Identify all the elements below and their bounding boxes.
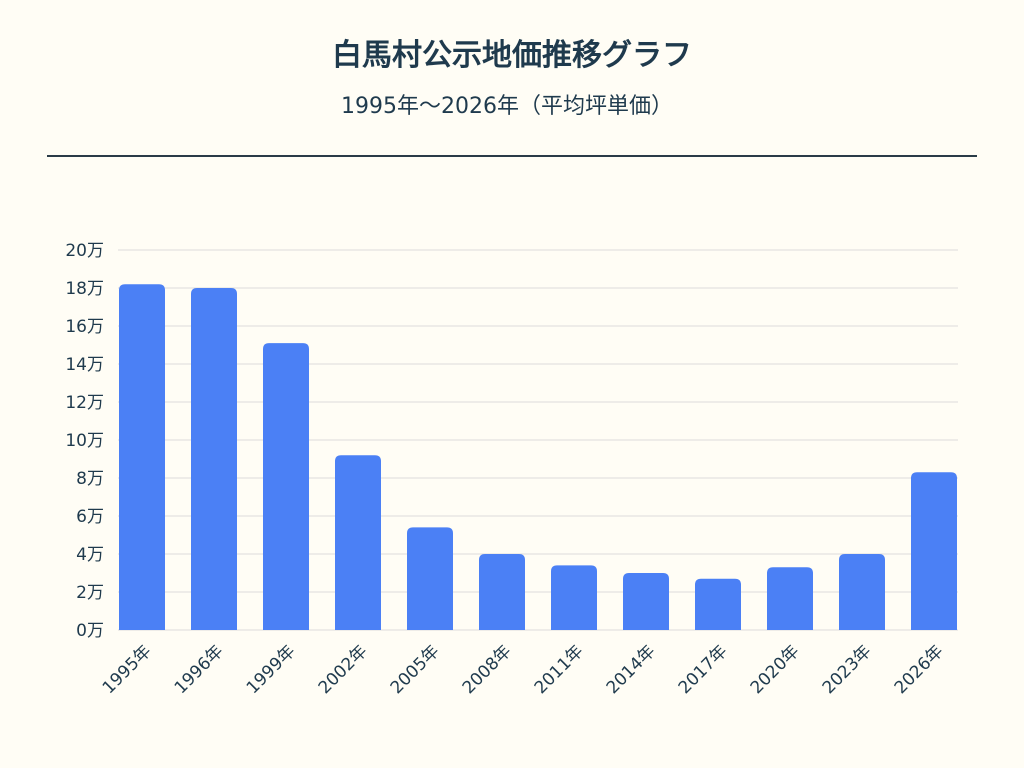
x-tick-label: 2017年 <box>675 641 732 698</box>
x-tick-label: 2014年 <box>603 641 660 698</box>
bar-2026年 <box>911 472 957 630</box>
x-tick-label: 2026年 <box>891 641 948 698</box>
y-tick-label: 20万 <box>65 241 104 261</box>
x-tick-label: 1999年 <box>243 641 300 698</box>
y-tick-label: 6万 <box>76 507 104 527</box>
bar-2002年 <box>335 455 381 630</box>
y-tick-label: 2万 <box>76 583 104 603</box>
y-tick-label: 12万 <box>65 393 104 413</box>
x-tick-label: 1996年 <box>171 641 228 698</box>
chart-title: 白馬村公示地価推移グラフ <box>332 38 692 73</box>
title-divider <box>47 155 977 157</box>
x-tick-label: 2020年 <box>747 641 804 698</box>
bar-2023年 <box>839 554 885 630</box>
x-tick-label: 2011年 <box>531 641 588 698</box>
x-tick-label: 2002年 <box>315 641 372 698</box>
bar-2008年 <box>479 554 525 630</box>
y-tick-label: 14万 <box>65 355 104 375</box>
x-tick-label: 2005年 <box>387 641 444 698</box>
x-tick-label: 1995年 <box>99 641 156 698</box>
bar-2011年 <box>551 565 597 630</box>
chart-subtitle: 1995年〜2026年（平均坪単価） <box>341 94 673 119</box>
bar-1995年 <box>119 284 165 630</box>
y-tick-label: 0万 <box>76 621 104 641</box>
y-tick-label: 4万 <box>76 545 104 565</box>
bar-2005年 <box>407 527 453 630</box>
y-tick-label: 16万 <box>65 317 104 337</box>
bar-2014年 <box>623 573 669 630</box>
y-tick-label: 18万 <box>65 279 104 299</box>
bar-2020年 <box>767 567 813 630</box>
bar-1999年 <box>263 343 309 630</box>
bar-1996年 <box>191 288 237 630</box>
bar-2017年 <box>695 578 741 630</box>
x-tick-label: 2023年 <box>819 641 876 698</box>
y-tick-label: 10万 <box>65 431 104 451</box>
x-tick-label: 2008年 <box>459 641 516 698</box>
y-tick-label: 8万 <box>76 469 104 489</box>
